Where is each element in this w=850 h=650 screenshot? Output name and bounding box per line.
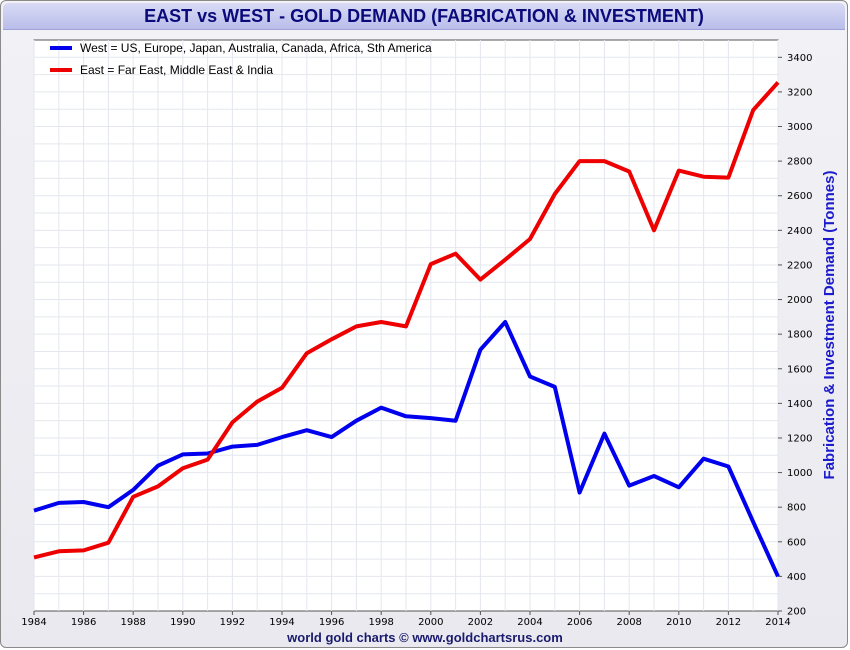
y-tick-label: 3200 bbox=[787, 87, 812, 98]
y-axis-title: Fabrication & Investment Demand (Tonnes) bbox=[821, 171, 838, 480]
y-tick-label: 2600 bbox=[787, 191, 812, 202]
x-tick-label: 1990 bbox=[170, 617, 195, 628]
chart-credit: world gold charts © www.goldchartsrus.co… bbox=[287, 630, 563, 645]
y-tick-label: 1600 bbox=[787, 364, 812, 375]
x-tick-label: 2000 bbox=[418, 617, 443, 628]
x-tick-label: 1998 bbox=[368, 617, 393, 628]
x-tick-label: 1996 bbox=[319, 617, 344, 628]
x-tick-label: 2014 bbox=[765, 617, 790, 628]
y-tick-label: 3000 bbox=[787, 122, 812, 133]
x-tick-label: 2010 bbox=[666, 617, 691, 628]
legend: West = US, Europe, Japan, Australia, Can… bbox=[50, 41, 432, 77]
y-tick-label: 2400 bbox=[787, 226, 812, 237]
x-tick-label: 2004 bbox=[517, 617, 542, 628]
y-tick-label: 2000 bbox=[787, 295, 812, 306]
x-tick-label: 1994 bbox=[269, 617, 294, 628]
x-tick-label: 1992 bbox=[220, 617, 245, 628]
y-tick-label: 3400 bbox=[787, 53, 812, 64]
x-tick-label: 1984 bbox=[21, 617, 46, 628]
y-tick-label: 1400 bbox=[787, 399, 812, 410]
x-tick-label: 2012 bbox=[716, 617, 741, 628]
y-tick-label: 800 bbox=[787, 503, 806, 514]
x-tick-label: 1988 bbox=[120, 617, 145, 628]
east-series-line bbox=[33, 81, 780, 560]
x-tick-label: 2006 bbox=[567, 617, 592, 628]
y-tick-label: 2800 bbox=[787, 157, 812, 168]
y-tick-label: 2200 bbox=[787, 260, 812, 271]
west-series-line bbox=[33, 320, 780, 578]
y-axis: 200 400 600 800 1000 1200 1400 1600 1800 2000 2200… bbox=[778, 53, 812, 618]
y-tick-label: 1200 bbox=[787, 433, 812, 444]
grid-lines bbox=[33, 40, 779, 611]
y-tick-label: 200 bbox=[787, 607, 806, 618]
y-tick-label: 1000 bbox=[787, 468, 812, 479]
y-tick-label: 600 bbox=[787, 537, 806, 548]
x-axis: 1984 1986 1988 1990 1992 1994 1996 1998 2000 2002… bbox=[21, 611, 791, 628]
y-tick-label: 400 bbox=[787, 572, 806, 583]
series-lines bbox=[33, 81, 780, 578]
chart-title-bar: EAST vs WEST - GOLD DEMAND (FABRICATION … bbox=[3, 3, 845, 30]
chart-title: EAST vs WEST - GOLD DEMAND (FABRICATION … bbox=[144, 6, 704, 26]
legend-label: West = US, Europe, Japan, Australia, Can… bbox=[80, 41, 432, 55]
legend-label: East = Far East, Middle East & India bbox=[80, 63, 273, 77]
y-tick-label: 1800 bbox=[787, 330, 812, 341]
x-tick-label: 2008 bbox=[616, 617, 641, 628]
x-tick-label: 2002 bbox=[468, 617, 493, 628]
x-tick-label: 1986 bbox=[71, 617, 96, 628]
